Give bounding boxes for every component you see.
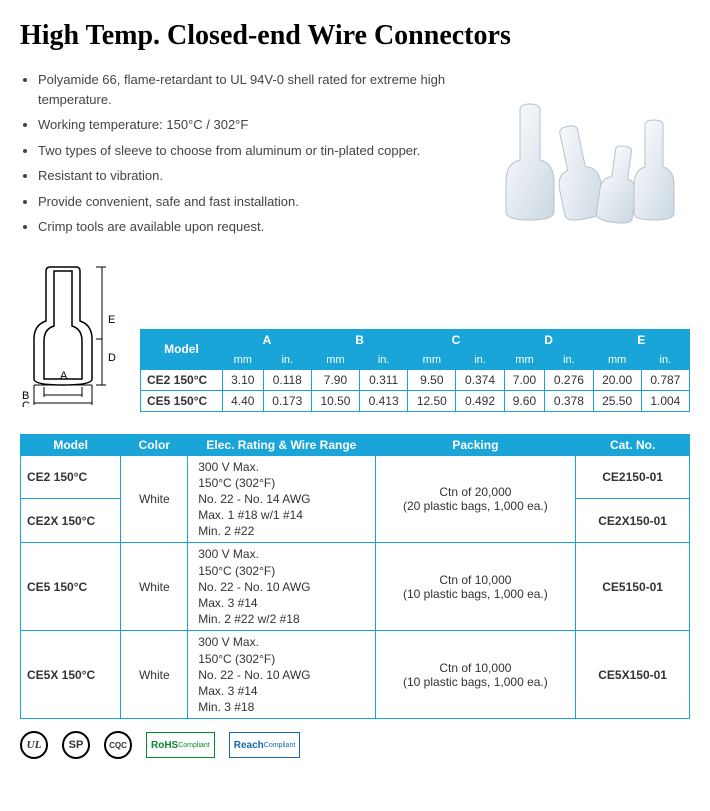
cell-color: White — [121, 455, 188, 543]
cell: 9.50 — [408, 369, 456, 390]
col-packing: Packing — [375, 434, 576, 455]
col-model: Model — [21, 434, 121, 455]
dim-label-d: D — [108, 352, 116, 364]
cell: 0.118 — [263, 369, 311, 390]
feature-item: Two types of sleeve to choose from alumi… — [38, 141, 450, 161]
cell-packing: Ctn of 20,000(20 plastic bags, 1,000 ea.… — [375, 455, 576, 543]
csa-logo-icon: SP — [62, 731, 90, 759]
cell: 10.50 — [311, 390, 359, 411]
page-title: High Temp. Closed-end Wire Connectors — [20, 20, 690, 52]
cell-model: CE5 150°C — [21, 543, 121, 631]
unit-in: in. — [545, 350, 593, 369]
table-row: CE5 150°C White 300 V Max.150°C (302°F)N… — [21, 543, 690, 631]
unit-in: in. — [641, 350, 689, 369]
cell: 1.004 — [641, 390, 689, 411]
table-row: mm in. mm in. mm in. mm in. mm in. — [141, 350, 690, 369]
unit-in: in. — [360, 350, 408, 369]
reach-subtext: Compliant — [264, 742, 296, 749]
cell-catno: CE2150-01 — [576, 455, 690, 499]
cell-color: White — [121, 543, 188, 631]
cell-rating: 300 V Max.150°C (302°F)No. 22 - No. 10 A… — [188, 631, 375, 719]
cell-rating: 300 V Max.150°C (302°F)No. 22 - No. 10 A… — [188, 543, 375, 631]
col-rating: Elec. Rating & Wire Range — [188, 434, 375, 455]
feature-item: Resistant to vibration. — [38, 166, 450, 186]
unit-mm: mm — [408, 350, 456, 369]
cell-color: White — [121, 631, 188, 719]
product-photo — [460, 70, 690, 240]
unit-in: in. — [263, 350, 311, 369]
table-row: CE2 150°C White 300 V Max.150°C (302°F)N… — [21, 455, 690, 499]
dim-label-a: A — [60, 370, 68, 382]
cell: 3.10 — [222, 369, 263, 390]
cell: 0.276 — [545, 369, 593, 390]
feature-item: Provide convenient, safe and fast instal… — [38, 192, 450, 212]
cell-packing: Ctn of 10,000(10 plastic bags, 1,000 ea.… — [375, 543, 576, 631]
cell: 12.50 — [408, 390, 456, 411]
col-c: C — [408, 329, 504, 350]
cell-model: CE2 150°C — [141, 369, 223, 390]
dimensions-table: Model A B C D E mm in. mm in. mm in. mm … — [140, 329, 690, 412]
table-row: Model A B C D E — [141, 329, 690, 350]
cell: 25.50 — [593, 390, 641, 411]
top-section: Polyamide 66, flame-retardant to UL 94V-… — [20, 70, 690, 243]
cell: 0.787 — [641, 369, 689, 390]
certification-logos: UL SP CQC RoHS Compliant Reach Compliant — [20, 731, 690, 759]
rohs-text: RoHS — [151, 740, 178, 751]
feature-item: Polyamide 66, flame-retardant to UL 94V-… — [38, 70, 450, 109]
col-color: Color — [121, 434, 188, 455]
cell-catno: CE2X150-01 — [576, 499, 690, 543]
feature-list: Polyamide 66, flame-retardant to UL 94V-… — [20, 70, 450, 243]
dim-label-e: E — [108, 314, 115, 326]
specs-table: Model Color Elec. Rating & Wire Range Pa… — [20, 434, 690, 720]
cell: 0.374 — [456, 369, 504, 390]
cell: 0.311 — [360, 369, 408, 390]
unit-mm: mm — [311, 350, 359, 369]
col-d: D — [504, 329, 593, 350]
col-e: E — [593, 329, 689, 350]
unit-mm: mm — [504, 350, 545, 369]
feature-item: Working temperature: 150°C / 302°F — [38, 115, 450, 135]
unit-mm: mm — [222, 350, 263, 369]
reach-text: Reach — [234, 740, 264, 751]
cell-catno: CE5X150-01 — [576, 631, 690, 719]
cell-model: CE2X 150°C — [21, 499, 121, 543]
rohs-subtext: Compliant — [178, 742, 210, 749]
cell-model: CE2 150°C — [21, 455, 121, 499]
rohs-logo-icon: RoHS Compliant — [146, 732, 215, 758]
reach-logo-icon: Reach Compliant — [229, 732, 301, 758]
unit-in: in. — [456, 350, 504, 369]
cell: 0.173 — [263, 390, 311, 411]
col-catno: Cat. No. — [576, 434, 690, 455]
table-row: CE2 150°C 3.10 0.118 7.90 0.311 9.50 0.3… — [141, 369, 690, 390]
cell-rating: 300 V Max.150°C (302°F)No. 22 - No. 14 A… — [188, 455, 375, 543]
cell: 7.00 — [504, 369, 545, 390]
unit-mm: mm — [593, 350, 641, 369]
cell: 9.60 — [504, 390, 545, 411]
cqc-logo-icon: CQC — [104, 731, 132, 759]
cell: 0.492 — [456, 390, 504, 411]
feature-item: Crimp tools are available upon request. — [38, 217, 450, 237]
cell: 20.00 — [593, 369, 641, 390]
dim-label-c: C — [22, 400, 30, 407]
cell-catno: CE5150-01 — [576, 543, 690, 631]
cell: 7.90 — [311, 369, 359, 390]
mid-section: E D A B C Model A B C D E — [20, 257, 690, 412]
cell-packing: Ctn of 10,000(10 plastic bags, 1,000 ea.… — [375, 631, 576, 719]
ul-logo-icon: UL — [20, 731, 48, 759]
cell: 0.413 — [360, 390, 408, 411]
col-model: Model — [141, 329, 223, 369]
dimension-diagram: E D A B C — [20, 257, 120, 412]
table-row: Model Color Elec. Rating & Wire Range Pa… — [21, 434, 690, 455]
cell-model: CE5 150°C — [141, 390, 223, 411]
table-row: CE5 150°C 4.40 0.173 10.50 0.413 12.50 0… — [141, 390, 690, 411]
cell-model: CE5X 150°C — [21, 631, 121, 719]
cell: 4.40 — [222, 390, 263, 411]
col-b: B — [311, 329, 407, 350]
col-a: A — [222, 329, 311, 350]
cell: 0.378 — [545, 390, 593, 411]
table-row: CE5X 150°C White 300 V Max.150°C (302°F)… — [21, 631, 690, 719]
